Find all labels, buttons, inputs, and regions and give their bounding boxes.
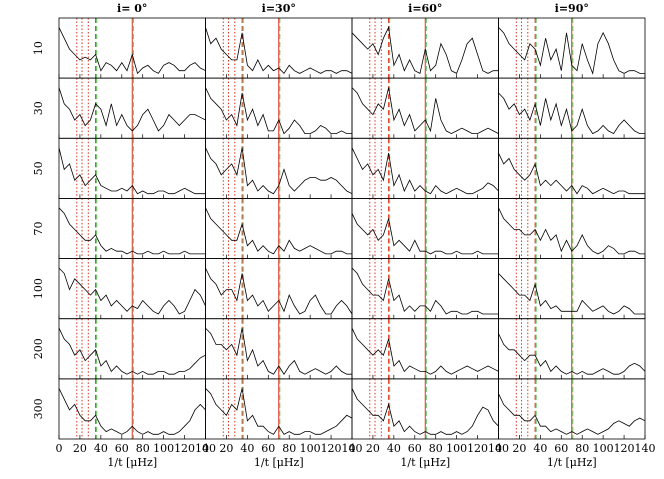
x-tick-label: 0 [349,442,356,455]
x-tick-label: 80 [429,442,443,455]
spectrum-line [498,27,645,75]
x-tick-label: 100 [593,442,614,455]
x-tick-label: 140 [488,442,509,455]
spectrum-line [205,27,353,75]
spectrum-line [498,393,646,435]
spectrum-line [498,92,645,135]
x-tick-label: 40 [533,442,547,455]
spectrum-line [351,213,499,255]
spectrum-line [498,333,646,375]
x-tick-label: 60 [408,442,422,455]
x-tick-label: 0 [202,442,209,455]
spectrum-line [205,207,352,255]
spectrum-line [58,147,206,195]
spectrum-line [498,207,645,255]
x-tick-label: 120 [614,442,635,455]
spectrum-line [205,267,353,315]
x-tick-label: 60 [261,442,275,455]
row-label: 10 [32,41,45,55]
spectrum-line [351,267,499,315]
spectrum-line [351,26,499,74]
column-title: i= 0° [117,2,147,15]
x-tick-label: 120 [174,442,195,455]
spectrum-line [205,147,353,195]
x-tick-label: 60 [554,442,568,455]
x-tick-label: 140 [342,442,363,455]
x-axis-label: 1/t [μHz] [107,456,157,469]
x-tick-label: 20 [219,442,233,455]
x-tick-label: 100 [300,442,321,455]
spectrum-line [205,388,353,435]
x-tick-label: 140 [635,442,656,455]
x-tick-label: 100 [446,442,467,455]
spectrum-line [58,267,206,315]
column-title: i=60° [408,2,442,15]
spectrum-line [58,388,206,435]
x-tick-label: 0 [56,442,63,455]
column-title: i=90° [555,2,589,15]
x-tick-label: 20 [366,442,380,455]
spectrum-line [351,87,499,135]
spectrum-line [498,273,645,315]
x-tick-label: 140 [195,442,216,455]
row-label: 300 [32,398,45,419]
spectrum-line [351,327,499,375]
spectrum-line [351,388,499,435]
spectrum-line [58,27,206,75]
panel-frame [498,378,646,440]
spectrum-line [58,207,206,255]
x-tick-label: 80 [575,442,589,455]
x-tick-label: 100 [153,442,174,455]
x-tick-label: 40 [94,442,108,455]
column-title: i=30° [262,2,296,15]
x-axis-label: 1/t [μHz] [547,456,597,469]
spectrum-line [58,87,206,132]
spectrum-line [498,152,645,195]
x-tick-label: 120 [467,442,488,455]
spectrum-line [205,327,352,375]
row-label: 30 [32,101,45,115]
row-label: 50 [32,161,45,175]
x-tick-label: 80 [282,442,296,455]
x-tick-label: 0 [495,442,502,455]
row-label: 200 [32,338,45,359]
x-axis-label: 1/t [μHz] [400,456,450,469]
spectrum-line [205,87,352,135]
x-tick-label: 20 [512,442,526,455]
x-axis-label: 1/t [μHz] [254,456,304,469]
spectrum-line [58,327,206,375]
spectrum-line [351,147,499,195]
x-tick-label: 40 [387,442,401,455]
x-tick-label: 80 [136,442,150,455]
x-tick-label: 60 [115,442,129,455]
x-tick-label: 20 [73,442,87,455]
x-tick-label: 120 [321,442,342,455]
row-label: 100 [32,278,45,299]
row-label: 70 [32,222,45,236]
x-tick-label: 40 [240,442,254,455]
